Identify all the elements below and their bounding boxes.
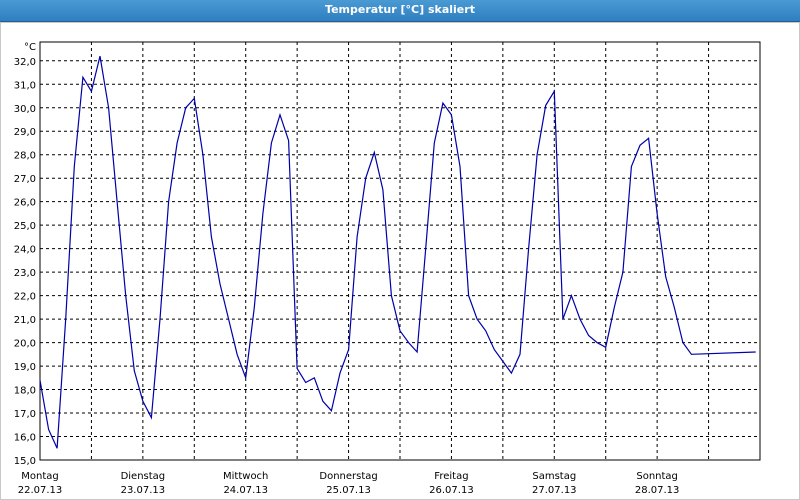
y-tick-label: 32,0 [14, 57, 36, 68]
temperature-series-line [39, 55, 756, 449]
y-tick-label: 19,0 [14, 362, 36, 373]
y-tick-label: 27,0 [14, 174, 36, 185]
x-tick-day: Samstag [532, 471, 576, 482]
y-tick-label: 23,0 [14, 268, 36, 279]
x-tick-date: 28.07.13 [635, 485, 680, 496]
x-tick-day: Donnerstag [319, 471, 377, 482]
x-tick-day: Sonntag [636, 471, 678, 482]
x-tick-day: Mittwoch [223, 471, 268, 482]
x-tick-date: 27.07.13 [532, 485, 577, 496]
chart-title: Temperatur [°C] skaliert [325, 3, 475, 16]
x-tick-date: 26.07.13 [429, 485, 474, 496]
y-tick-label: 18,0 [14, 386, 36, 397]
x-tick-day: Freitag [434, 471, 468, 482]
y-tick-label: 22,0 [14, 292, 36, 303]
y-tick-label: 26,0 [14, 198, 36, 209]
y-tick-label: 15,0 [14, 456, 36, 467]
x-tick-date: 25.07.13 [326, 485, 371, 496]
y-tick-label: 17,0 [14, 409, 36, 420]
x-tick-date: 24.07.13 [223, 485, 268, 496]
title-bar: Temperatur [°C] skaliert [0, 0, 800, 22]
y-tick-label: 16,0 [14, 433, 36, 444]
x-tick-date: 23.07.13 [121, 485, 166, 496]
y-tick-label: 28,0 [14, 151, 36, 162]
x-tick-date: 22.07.13 [18, 485, 63, 496]
y-tick-label: 31,0 [14, 80, 36, 91]
y-tick-label: 21,0 [14, 315, 36, 326]
y-tick-label: 30,0 [14, 104, 36, 115]
y-tick-label: 25,0 [14, 221, 36, 232]
y-tick-label: 24,0 [14, 245, 36, 256]
y-unit-label: °C [24, 42, 36, 53]
y-tick-label: 29,0 [14, 127, 36, 138]
x-tick-day: Montag [21, 471, 58, 482]
x-tick-day: Dienstag [121, 471, 166, 482]
y-tick-label: 20,0 [14, 339, 36, 350]
